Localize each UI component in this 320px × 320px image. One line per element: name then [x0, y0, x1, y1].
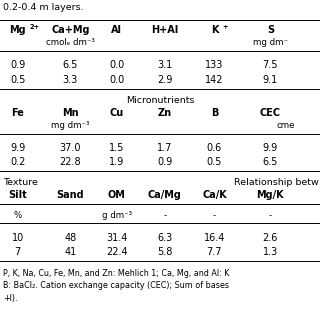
Text: 133: 133 [205, 60, 224, 70]
Text: -: - [269, 211, 272, 220]
Text: 2.6: 2.6 [263, 233, 278, 243]
Text: 142: 142 [205, 75, 224, 84]
Text: Relationship betw: Relationship betw [234, 178, 318, 187]
Text: K: K [211, 26, 218, 36]
Text: 6.3: 6.3 [157, 233, 172, 243]
Text: 9.9: 9.9 [263, 143, 278, 153]
Text: 22.4: 22.4 [106, 247, 128, 257]
Text: 0.9: 0.9 [10, 60, 25, 70]
Text: 37.0: 37.0 [60, 143, 81, 153]
Text: 3.1: 3.1 [157, 60, 172, 70]
Text: 48: 48 [64, 233, 76, 243]
Text: cmolₑ dm⁻³: cmolₑ dm⁻³ [46, 38, 95, 47]
Text: Ca/K: Ca/K [202, 190, 227, 200]
Text: Ca+Mg: Ca+Mg [51, 26, 90, 36]
Text: 2.9: 2.9 [157, 75, 172, 84]
Text: Ca/Mg: Ca/Mg [148, 190, 182, 200]
Text: B: B [211, 108, 218, 118]
Text: 9.9: 9.9 [10, 143, 25, 153]
Text: 0.2-0.4 m layers.: 0.2-0.4 m layers. [3, 4, 84, 12]
Text: 31.4: 31.4 [106, 233, 127, 243]
Text: 1.3: 1.3 [263, 247, 278, 257]
Text: 6.5: 6.5 [263, 157, 278, 167]
Text: 2+: 2+ [30, 24, 40, 30]
Text: 7.5: 7.5 [263, 60, 278, 70]
Text: 0.6: 0.6 [207, 143, 222, 153]
Text: g dm⁻³: g dm⁻³ [102, 211, 132, 220]
Text: 1.9: 1.9 [109, 157, 124, 167]
Text: 10: 10 [12, 233, 24, 243]
Text: 0.0: 0.0 [109, 60, 124, 70]
Text: Cu: Cu [110, 108, 124, 118]
Text: Zn: Zn [158, 108, 172, 118]
Text: 16.4: 16.4 [204, 233, 225, 243]
Text: +: + [222, 24, 228, 30]
Text: Al: Al [111, 26, 122, 36]
Text: Sand: Sand [57, 190, 84, 200]
Text: 41: 41 [64, 247, 76, 257]
Text: 7.7: 7.7 [207, 247, 222, 257]
Text: 5.8: 5.8 [157, 247, 172, 257]
Text: +l).: +l). [3, 294, 18, 303]
Text: Micronutrients: Micronutrients [126, 96, 194, 105]
Text: 0.5: 0.5 [207, 157, 222, 167]
Text: 22.8: 22.8 [60, 157, 81, 167]
Text: 0.2: 0.2 [10, 157, 25, 167]
Text: H+Al: H+Al [151, 26, 179, 36]
Text: 7: 7 [14, 247, 21, 257]
Text: Mn: Mn [62, 108, 79, 118]
Text: S: S [267, 26, 274, 36]
Text: 9.1: 9.1 [263, 75, 278, 84]
Text: CEC: CEC [260, 108, 281, 118]
Text: Mg/K: Mg/K [257, 190, 284, 200]
Text: -: - [163, 211, 166, 220]
Text: 0.9: 0.9 [157, 157, 172, 167]
Text: 1.5: 1.5 [109, 143, 124, 153]
Text: 0.0: 0.0 [109, 75, 124, 84]
Text: cme: cme [277, 121, 295, 130]
Text: OM: OM [108, 190, 126, 200]
Text: P, K, Na, Cu, Fe, Mn, and Zn: Mehlich 1; Ca, Mg, and Al: K: P, K, Na, Cu, Fe, Mn, and Zn: Mehlich 1;… [3, 269, 229, 278]
Text: -: - [213, 211, 216, 220]
Text: mg dm⁻³: mg dm⁻³ [51, 121, 90, 130]
Text: mg dm⁻: mg dm⁻ [253, 38, 288, 47]
Text: Mg: Mg [9, 26, 26, 36]
Text: 0.5: 0.5 [10, 75, 25, 84]
Text: Silt: Silt [8, 190, 27, 200]
Text: 3.3: 3.3 [63, 75, 78, 84]
Text: %: % [13, 211, 22, 220]
Text: B: BaCl₂. Cation exchange capacity (CEC); Sum of bases: B: BaCl₂. Cation exchange capacity (CEC)… [3, 281, 229, 290]
Text: Texture: Texture [3, 178, 38, 187]
Text: 6.5: 6.5 [63, 60, 78, 70]
Text: 1.7: 1.7 [157, 143, 172, 153]
Text: Fe: Fe [11, 108, 24, 118]
